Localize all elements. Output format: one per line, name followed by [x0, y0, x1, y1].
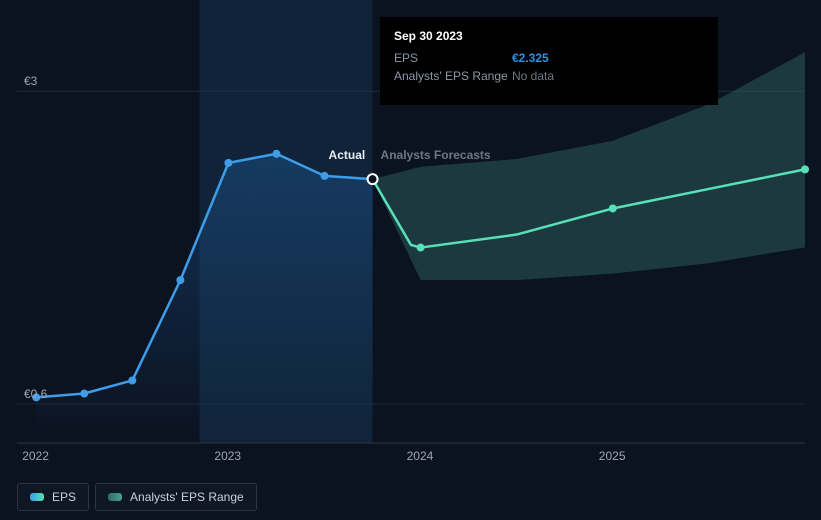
- x-tick-label: 2023: [214, 449, 241, 463]
- legend-item-range[interactable]: Analysts' EPS Range: [95, 483, 257, 511]
- tooltip-row-value: No data: [512, 67, 554, 85]
- region-label-forecast: Analysts Forecasts: [381, 148, 491, 162]
- tooltip-row-label: Analysts' EPS Range: [394, 67, 512, 85]
- x-tick-label: 2024: [407, 449, 434, 463]
- tooltip-row-label: EPS: [394, 49, 512, 67]
- legend-swatch-icon: [30, 493, 44, 501]
- legend-item-eps[interactable]: EPS: [17, 483, 89, 511]
- y-tick-label: €0.6: [24, 387, 47, 401]
- chart-tooltip: Sep 30 2023 EPS €2.325 Analysts' EPS Ran…: [380, 17, 718, 105]
- eps-forecast-chart: €0.6 €3 2022 2023 2024 2025 Actual Analy…: [0, 0, 821, 520]
- x-tick-label: 2025: [599, 449, 626, 463]
- tooltip-row-value: €2.325: [512, 49, 549, 67]
- tooltip-date: Sep 30 2023: [394, 27, 704, 45]
- region-label-actual: Actual: [329, 148, 366, 162]
- legend-item-label: Analysts' EPS Range: [130, 490, 244, 504]
- legend-swatch-icon: [108, 493, 122, 501]
- y-tick-label: €3: [24, 74, 37, 88]
- chart-legend: EPS Analysts' EPS Range: [17, 483, 257, 511]
- x-tick-label: 2022: [22, 449, 49, 463]
- legend-item-label: EPS: [52, 490, 76, 504]
